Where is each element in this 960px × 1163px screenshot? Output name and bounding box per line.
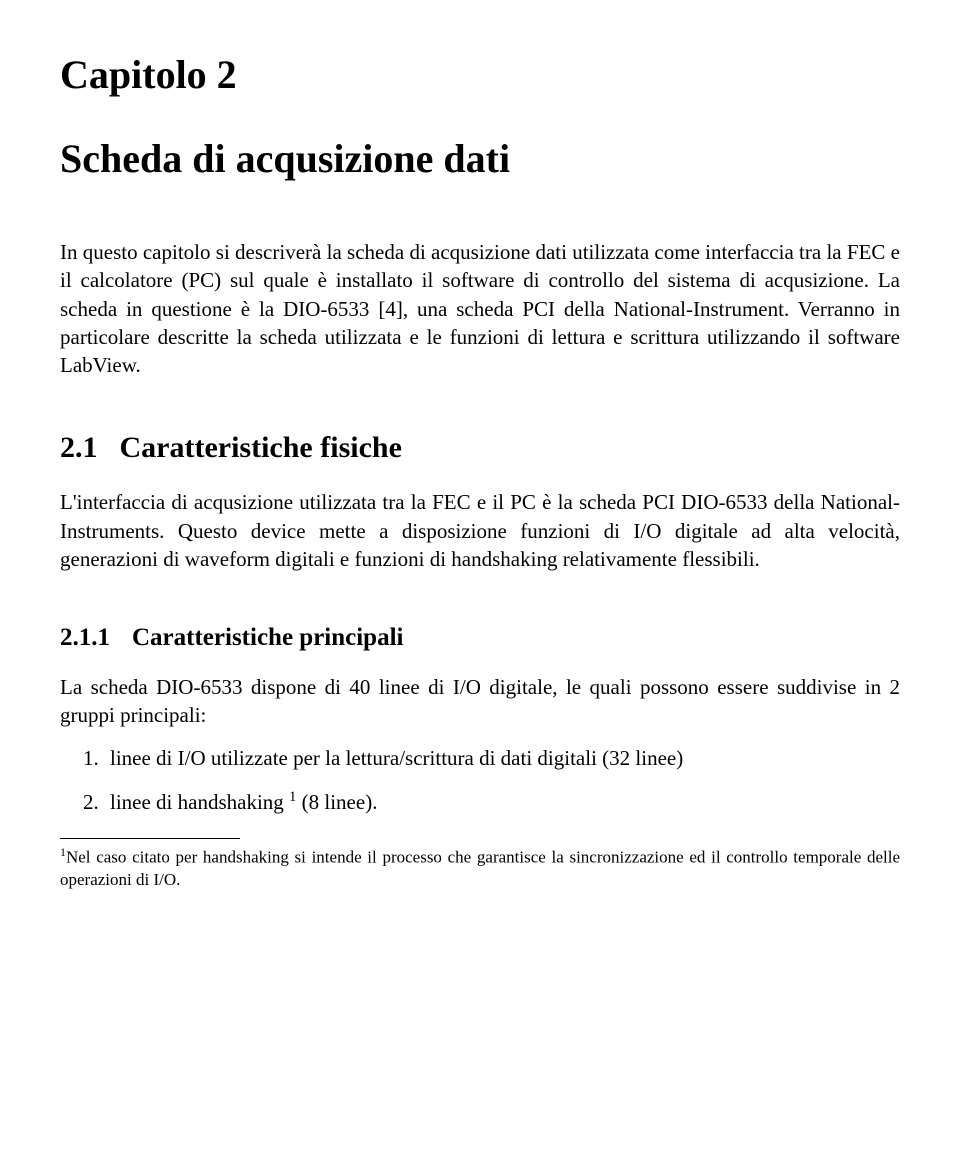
- section-heading: 2.1 Caratteristiche fisiche: [60, 428, 900, 469]
- list-item-text: linee di handshaking: [110, 790, 289, 814]
- chapter-label: Capitolo 2: [60, 48, 900, 102]
- chapter-title: Scheda di acqusizione dati: [60, 132, 900, 186]
- subsection-heading: 2.1.1 Caratteristiche principali: [60, 621, 900, 655]
- subsection-title: Caratteristiche principali: [132, 624, 403, 651]
- list-item: linee di I/O utilizzate per la lettura/s…: [104, 744, 900, 772]
- enumerated-list: linee di I/O utilizzate per la lettura/s…: [60, 744, 900, 817]
- list-item-suffix: (8 linee).: [296, 790, 377, 814]
- list-item-text: linee di I/O utilizzate per la lettura/s…: [110, 746, 683, 770]
- footnote-rule: [60, 838, 240, 839]
- subsection-body: La scheda DIO-6533 dispone di 40 linee d…: [60, 673, 900, 730]
- section-title: Caratteristiche fisiche: [120, 431, 402, 464]
- section-number: 2.1: [60, 431, 98, 464]
- section-body: L'interfaccia di acqusizione utilizzata …: [60, 488, 900, 573]
- footnote-text: Nel caso citato per handshaking si inten…: [60, 848, 900, 889]
- subsection-number: 2.1.1: [60, 624, 110, 651]
- intro-paragraph: In questo capitolo si descriverà la sche…: [60, 238, 900, 380]
- footnote: 1Nel caso citato per handshaking si inte…: [60, 845, 900, 891]
- list-item: linee di handshaking 1 (8 linee).: [104, 788, 900, 816]
